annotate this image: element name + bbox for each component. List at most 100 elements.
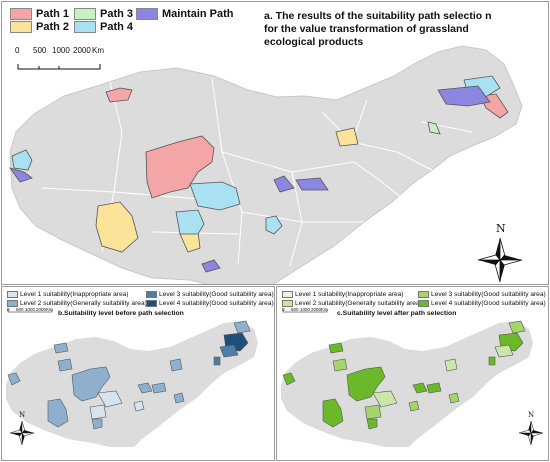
region-c-tibet	[322, 398, 344, 428]
china-land-b	[6, 321, 258, 447]
region-maintain-northeast	[437, 85, 491, 107]
region-path2-northcentral	[335, 127, 359, 147]
region-b-northcentral-2	[137, 382, 153, 394]
region-maintain-northcentral-1	[273, 175, 295, 193]
scale-b-unit: Km	[46, 307, 53, 312]
region-path2-tibet-west	[95, 201, 139, 253]
region-c-ne-mid	[494, 344, 514, 358]
north-arrow-c	[518, 420, 544, 446]
scale-bar-c	[282, 309, 328, 313]
scale-b-tick-0: 0	[7, 307, 10, 312]
north-label-c: N	[528, 411, 535, 419]
scale-tick-1000: 1000	[52, 46, 70, 55]
china-land-c	[281, 321, 533, 447]
legend-b-level2: Level 2 suitability(Generally suitabilit…	[7, 300, 147, 307]
scale-b-tick-500: 500	[16, 307, 24, 312]
scale-tick-500: 500	[33, 46, 47, 55]
legend-path2: Path 2	[10, 21, 69, 33]
region-b-east-small	[173, 392, 185, 404]
legend-c-swatch-1	[282, 291, 293, 298]
region-b-ne-mid	[219, 344, 239, 358]
scale-bar-b	[7, 309, 53, 313]
legend-swatch-path1	[10, 8, 32, 20]
region-path4-qinghai	[175, 209, 205, 235]
map-panel-a: Path 1 Path 2 Path 3 Path 4 Maintain Pat…	[1, 1, 549, 285]
scale-bar-a	[17, 64, 101, 70]
region-b-ne-top	[233, 320, 251, 334]
region-b-qinghai	[89, 404, 107, 420]
map-b-canvas	[6, 309, 258, 447]
region-path1-central	[145, 135, 215, 199]
scale-c-tick-500: 500	[291, 307, 299, 312]
scale-c-tick-2000: 2000	[311, 307, 322, 312]
region-c-west-small	[332, 358, 348, 372]
legend-swatch-path3	[74, 8, 96, 20]
legend-path1: Path 1	[10, 8, 69, 20]
region-c-northcentral-3	[426, 382, 442, 394]
legend-path3: Path 3	[74, 8, 133, 20]
panel-c-title: c.Suitability level after path selection	[337, 310, 457, 317]
legend-c-level2: Level 2 suitability(Generally suitabilit…	[282, 300, 422, 307]
legend-c-level4: Level 4 suitability(Good suitability are…	[418, 300, 546, 307]
legend-c-swatch-2	[282, 300, 293, 307]
north-label-a: N	[496, 222, 506, 235]
region-maintain-xinjiang	[9, 167, 33, 183]
legend-b-level1: Level 1 suitability(Inappropriate area)	[7, 291, 129, 298]
legend-b-level3: Level 3 suitability(Good suitability are…	[146, 291, 274, 298]
region-b-xinjiang	[7, 372, 21, 386]
region-c-northwest	[328, 342, 344, 354]
region-b-west-small	[57, 358, 73, 372]
legend-maintain-path: Maintain Path	[136, 8, 234, 20]
region-b-ne-small	[213, 356, 221, 366]
region-maintain-southwest	[201, 259, 221, 273]
region-path4-xinjiang-west	[11, 149, 33, 171]
scale-c-tick-1000: 1000	[300, 307, 311, 312]
legend-swatch-maintain	[136, 8, 158, 20]
scale-b-tick-1000: 1000	[25, 307, 36, 312]
region-b-central-large	[71, 366, 111, 402]
legend-c-swatch-4	[418, 300, 429, 307]
region-b-south	[133, 400, 145, 412]
region-c-east-small	[448, 392, 460, 404]
region-path4-central	[189, 181, 241, 211]
region-b-northwest	[53, 342, 69, 354]
legend-b-swatch-3	[146, 291, 157, 298]
scale-tick-2000: 2000	[73, 46, 91, 55]
scale-c-unit: Km	[321, 307, 328, 312]
legend-c-level1: Level 1 suitability(Inappropriate area)	[282, 291, 404, 298]
scale-b-tick-2000: 2000	[36, 307, 47, 312]
region-c-xinjiang	[282, 372, 296, 386]
region-c-northcentral-2	[412, 382, 428, 394]
scale-c-tick-0: 0	[282, 307, 285, 312]
region-b-northcentral	[169, 358, 183, 372]
region-c-ne-top	[508, 320, 526, 334]
legend-path4: Path 4	[74, 21, 133, 33]
map-panel-b: Level 1 suitability(Inappropriate area) …	[1, 286, 275, 461]
region-c-ne-small	[488, 356, 496, 366]
legend-c-level3: Level 3 suitability(Good suitability are…	[418, 291, 546, 298]
map-panel-c: Level 1 suitability(Inappropriate area) …	[276, 286, 549, 461]
legend-b-swatch-1	[7, 291, 18, 298]
legend-b-swatch-2	[7, 300, 18, 307]
region-path4-southcentral	[265, 215, 283, 235]
legend-swatch-path4	[74, 21, 96, 33]
region-path1-northwest	[105, 87, 133, 103]
legend-swatch-path2	[10, 21, 32, 33]
north-arrow-b	[9, 420, 35, 446]
map-c-canvas	[281, 309, 544, 447]
region-b-tibet	[47, 398, 69, 428]
legend-c-swatch-3	[418, 291, 429, 298]
region-c-qinghai-south	[366, 418, 378, 430]
map-a-canvas	[9, 45, 523, 284]
scale-unit: Km	[92, 46, 104, 55]
legend-b-level4: Level 4 suitability(Good suitability are…	[146, 300, 274, 307]
region-c-central-mid	[372, 390, 398, 408]
region-c-south	[408, 400, 420, 412]
region-b-northcentral-3	[151, 382, 167, 394]
region-path3-liaoning	[427, 121, 441, 135]
region-b-central-mid	[97, 390, 123, 408]
scale-tick-0: 0	[15, 46, 20, 55]
panel-a-title: a. The results of the suitability path s…	[264, 10, 492, 48]
region-c-northcentral	[444, 358, 458, 372]
region-c-central-large	[346, 366, 386, 402]
